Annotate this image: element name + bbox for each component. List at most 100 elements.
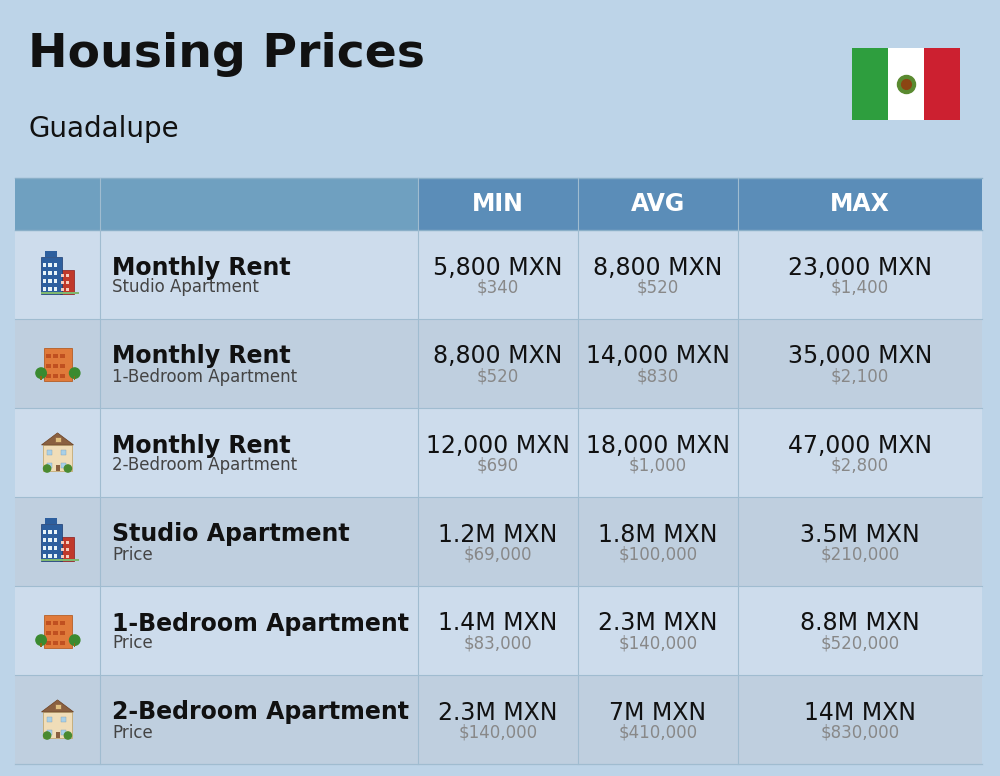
Bar bbox=[41, 292, 79, 293]
Text: Studio Apartment: Studio Apartment bbox=[112, 522, 350, 546]
Bar bbox=[43, 539, 46, 542]
Text: Monthly Rent: Monthly Rent bbox=[112, 345, 291, 369]
Text: $1,400: $1,400 bbox=[831, 279, 889, 296]
Bar bbox=[61, 730, 66, 735]
Bar bbox=[47, 730, 52, 735]
Bar bbox=[15, 408, 982, 497]
Text: $1,000: $1,000 bbox=[629, 456, 687, 474]
Bar bbox=[48, 263, 52, 266]
Text: Guadalupe: Guadalupe bbox=[28, 115, 179, 143]
Bar bbox=[61, 541, 64, 543]
Bar bbox=[15, 230, 982, 319]
Bar bbox=[44, 615, 72, 648]
Polygon shape bbox=[42, 433, 74, 445]
Text: 1.2M MXN: 1.2M MXN bbox=[438, 522, 558, 546]
Text: 2-Bedroom Apartment: 2-Bedroom Apartment bbox=[112, 701, 409, 725]
Bar bbox=[43, 554, 46, 557]
Text: $83,000: $83,000 bbox=[464, 635, 532, 653]
Circle shape bbox=[44, 465, 51, 472]
Bar bbox=[61, 463, 66, 468]
Text: Price: Price bbox=[112, 546, 153, 563]
Text: Price: Price bbox=[112, 723, 153, 742]
Bar bbox=[888, 48, 924, 120]
Text: 2-Bedroom Apartment: 2-Bedroom Apartment bbox=[112, 456, 297, 474]
Text: $520: $520 bbox=[637, 279, 679, 296]
Text: Monthly Rent: Monthly Rent bbox=[112, 255, 291, 279]
Bar bbox=[46, 373, 51, 377]
Bar bbox=[47, 450, 52, 455]
Polygon shape bbox=[42, 700, 74, 712]
Text: $69,000: $69,000 bbox=[464, 546, 532, 563]
Bar bbox=[43, 279, 46, 282]
Text: 14,000 MXN: 14,000 MXN bbox=[586, 345, 730, 369]
Text: 8,800 MXN: 8,800 MXN bbox=[593, 255, 723, 279]
Bar bbox=[45, 251, 57, 257]
Bar bbox=[54, 530, 57, 534]
Text: 18,000 MXN: 18,000 MXN bbox=[586, 434, 730, 458]
Bar bbox=[15, 178, 100, 230]
Text: 1-Bedroom Apartment: 1-Bedroom Apartment bbox=[112, 368, 297, 386]
Circle shape bbox=[64, 465, 72, 472]
Text: 1.4M MXN: 1.4M MXN bbox=[438, 611, 558, 636]
Text: 5,800 MXN: 5,800 MXN bbox=[433, 255, 563, 279]
Bar bbox=[61, 717, 66, 722]
Bar bbox=[43, 445, 72, 471]
Bar bbox=[41, 559, 79, 561]
Bar bbox=[45, 518, 57, 524]
Bar bbox=[15, 319, 982, 408]
Text: 1-Bedroom Apartment: 1-Bedroom Apartment bbox=[112, 611, 409, 636]
Bar bbox=[852, 48, 888, 120]
Bar bbox=[53, 622, 58, 625]
Bar bbox=[53, 355, 58, 359]
Circle shape bbox=[36, 368, 46, 379]
Text: $100,000: $100,000 bbox=[618, 546, 698, 563]
Text: $520,000: $520,000 bbox=[820, 635, 900, 653]
Bar bbox=[48, 546, 52, 549]
Bar bbox=[66, 274, 69, 276]
Text: $410,000: $410,000 bbox=[618, 723, 698, 742]
Bar bbox=[47, 717, 52, 722]
Bar bbox=[48, 554, 52, 557]
Bar bbox=[418, 178, 578, 230]
Bar bbox=[46, 622, 51, 625]
Bar bbox=[60, 373, 65, 377]
Text: MIN: MIN bbox=[472, 192, 524, 216]
Text: 8.8M MXN: 8.8M MXN bbox=[800, 611, 920, 636]
Bar bbox=[56, 732, 60, 738]
Text: 35,000 MXN: 35,000 MXN bbox=[788, 345, 932, 369]
Bar bbox=[54, 437, 60, 442]
Bar bbox=[44, 348, 72, 381]
Bar bbox=[54, 263, 57, 266]
Circle shape bbox=[70, 368, 80, 379]
Bar bbox=[61, 288, 64, 291]
Bar bbox=[53, 364, 58, 368]
Text: Studio Apartment: Studio Apartment bbox=[112, 279, 259, 296]
Text: 12,000 MXN: 12,000 MXN bbox=[426, 434, 570, 458]
Circle shape bbox=[70, 635, 80, 646]
Bar bbox=[66, 281, 69, 284]
Text: $690: $690 bbox=[477, 456, 519, 474]
Bar bbox=[54, 546, 57, 549]
Bar bbox=[15, 675, 982, 764]
Bar bbox=[48, 287, 52, 290]
Bar bbox=[48, 530, 52, 534]
Bar bbox=[56, 465, 60, 471]
Text: MAX: MAX bbox=[830, 192, 890, 216]
Bar bbox=[48, 272, 52, 275]
Bar bbox=[66, 548, 69, 551]
Text: 7M MXN: 7M MXN bbox=[609, 701, 707, 725]
Bar bbox=[46, 355, 51, 359]
Text: $340: $340 bbox=[477, 279, 519, 296]
Bar bbox=[66, 541, 69, 543]
Text: $2,100: $2,100 bbox=[831, 368, 889, 386]
Bar bbox=[61, 548, 64, 551]
Text: Housing Prices: Housing Prices bbox=[28, 32, 425, 77]
Bar bbox=[43, 272, 46, 275]
Bar bbox=[43, 287, 46, 290]
Text: 1.8M MXN: 1.8M MXN bbox=[598, 522, 718, 546]
Bar bbox=[54, 287, 57, 290]
Bar bbox=[66, 288, 69, 291]
Bar bbox=[61, 274, 64, 276]
Bar bbox=[41, 524, 62, 561]
Text: 3.5M MXN: 3.5M MXN bbox=[800, 522, 920, 546]
